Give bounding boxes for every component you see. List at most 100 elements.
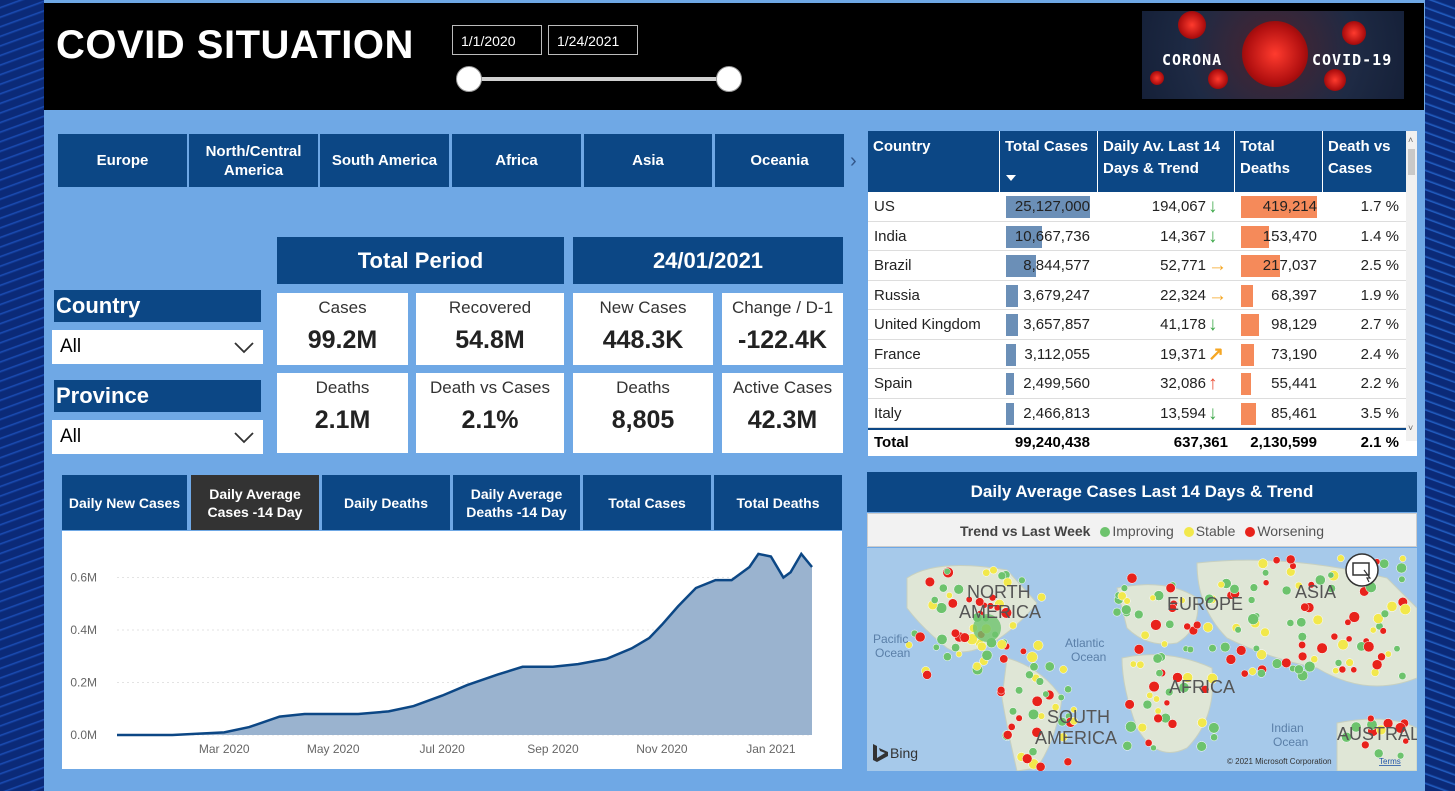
map-country-dot[interactable] [1312, 614, 1323, 626]
map-country-dot[interactable] [1178, 682, 1190, 693]
map-country-dot[interactable] [981, 649, 993, 661]
map-country-dot[interactable] [1120, 584, 1129, 592]
column-header-total-deaths[interactable]: Total Deaths [1235, 131, 1323, 192]
map-country-dot[interactable] [1112, 607, 1122, 617]
map-country-dot[interactable] [1058, 732, 1068, 742]
map-country-dot[interactable] [1059, 665, 1068, 674]
map-country-dot[interactable] [1272, 556, 1281, 565]
map-country-dot[interactable] [1286, 619, 1295, 627]
map-country-dot[interactable] [938, 583, 948, 593]
table-row[interactable]: Russia 3,679,247 22,324 → 68,397 1.9 % [868, 281, 1406, 311]
map-country-dot[interactable] [1377, 652, 1386, 662]
map-country-dot[interactable] [1398, 575, 1406, 583]
map-country-dot[interactable] [1015, 714, 1023, 722]
scroll-down-icon[interactable]: ˅ [1408, 423, 1414, 433]
region-button-africa[interactable]: Africa [452, 134, 581, 187]
map-country-dot[interactable] [1161, 640, 1168, 648]
map-country-dot[interactable] [1402, 737, 1409, 745]
map-country-dot[interactable] [1256, 649, 1267, 660]
map-country-dot[interactable] [1002, 730, 1013, 740]
map-focus-mode-icon[interactable] [1345, 553, 1379, 587]
map-country-dot[interactable] [1022, 753, 1033, 764]
map-country-dot[interactable] [1399, 603, 1411, 615]
map-country-dot[interactable] [1057, 717, 1067, 727]
map-country-dot[interactable] [1344, 618, 1352, 626]
map-country-dot[interactable] [1137, 722, 1147, 733]
map-country-dot[interactable] [989, 566, 998, 575]
map-country-dot[interactable] [1271, 658, 1283, 669]
map-country-dot[interactable] [1136, 660, 1145, 669]
map-country-dot[interactable] [1196, 741, 1207, 752]
table-row[interactable]: France 3,112,055 19,371 ↗ 73,190 2.4 % [868, 340, 1406, 370]
map-country-dot[interactable] [1386, 601, 1398, 612]
map-country-dot[interactable] [1252, 644, 1260, 653]
map-country-dot[interactable] [1178, 597, 1186, 604]
map-country-dot[interactable] [1396, 752, 1405, 760]
map-country-dot[interactable] [1134, 609, 1144, 620]
map-country-dot[interactable] [1153, 695, 1160, 703]
table-scrollbar[interactable]: ˄ ˅ [1406, 131, 1417, 441]
map-country-dot[interactable] [1129, 660, 1137, 668]
map-country-dot[interactable] [1371, 659, 1383, 670]
map-country-dot[interactable] [1393, 645, 1401, 653]
map-country-dot[interactable] [1384, 650, 1392, 658]
map-country-dot[interactable] [1167, 719, 1178, 729]
map-country-dot[interactable] [1126, 572, 1138, 584]
map-country-dot[interactable] [1025, 670, 1034, 680]
map-country-dot[interactable] [1197, 717, 1208, 728]
map-country-dot[interactable] [1379, 558, 1390, 569]
province-dropdown[interactable]: All [52, 420, 263, 454]
map-country-dot[interactable] [1183, 622, 1191, 631]
map-country-dot[interactable] [1382, 718, 1394, 729]
map-country-dot[interactable] [1337, 639, 1349, 651]
map-country-dot[interactable] [1236, 645, 1247, 656]
map-country-dot[interactable] [1064, 685, 1072, 694]
region-button-europe[interactable]: Europe [58, 134, 187, 187]
map-country-dot[interactable] [1304, 660, 1316, 673]
map-country-dot[interactable] [1028, 747, 1038, 757]
world-map-canvas[interactable]: NORTH AMERICA EUROPE ASIA AFRICA SOUTH A… [867, 548, 1417, 771]
map-country-dot[interactable] [924, 576, 935, 587]
map-country-dot[interactable] [1144, 739, 1153, 747]
map-country-dot[interactable] [1296, 617, 1307, 628]
map-country-dot[interactable] [1367, 714, 1375, 723]
date-end-field[interactable]: 1/24/2021 [548, 25, 638, 55]
map-country-dot[interactable] [1294, 581, 1303, 590]
map-country-dot[interactable] [1285, 554, 1296, 565]
map-country-dot[interactable] [946, 592, 953, 599]
map-country-dot[interactable] [1297, 632, 1307, 642]
map-country-dot[interactable] [1026, 651, 1038, 663]
map-country-dot[interactable] [997, 571, 1007, 581]
tab-daily-new-cases[interactable]: Daily New Cases [62, 475, 187, 530]
map-country-dot[interactable] [1350, 666, 1358, 674]
map-country-dot[interactable] [1070, 706, 1078, 714]
map-country-dot[interactable] [1281, 585, 1292, 596]
tab-daily-average-deaths[interactable]: Daily Average Deaths -14 Day [453, 475, 580, 530]
map-country-dot[interactable] [1042, 690, 1050, 698]
column-header-daily-avg[interactable]: Daily Av. Last 14 Days & Trend [1098, 131, 1235, 192]
map-country-dot[interactable] [1122, 740, 1133, 751]
map-country-dot[interactable] [1394, 722, 1407, 734]
map-country-dot[interactable] [1150, 744, 1157, 752]
map-country-dot[interactable] [965, 596, 973, 603]
map-country-dot[interactable] [1262, 579, 1270, 586]
map-country-dot[interactable] [1193, 620, 1202, 630]
map-country-dot[interactable] [1142, 699, 1153, 710]
map-country-dot[interactable] [932, 643, 940, 651]
map-country-dot[interactable] [1300, 602, 1310, 612]
column-header-death-vs-cases[interactable]: Death vs Cases [1328, 138, 1391, 177]
chevron-right-icon[interactable]: › [850, 150, 857, 172]
map-country-dot[interactable] [1167, 603, 1177, 613]
map-country-dot[interactable] [1338, 665, 1347, 674]
map-country-dot[interactable] [914, 631, 926, 643]
map-country-dot[interactable] [1379, 627, 1387, 635]
map-country-dot[interactable] [1019, 647, 1027, 655]
map-country-dot[interactable] [1314, 574, 1326, 586]
map-country-dot[interactable] [975, 597, 985, 607]
map-country-dot[interactable] [1037, 712, 1046, 720]
map-country-dot[interactable] [1310, 655, 1319, 664]
map-country-dot[interactable] [1031, 695, 1043, 707]
map-country-dot[interactable] [1363, 641, 1375, 653]
map-country-dot[interactable] [1248, 667, 1257, 676]
map-country-dot[interactable] [1155, 669, 1164, 677]
